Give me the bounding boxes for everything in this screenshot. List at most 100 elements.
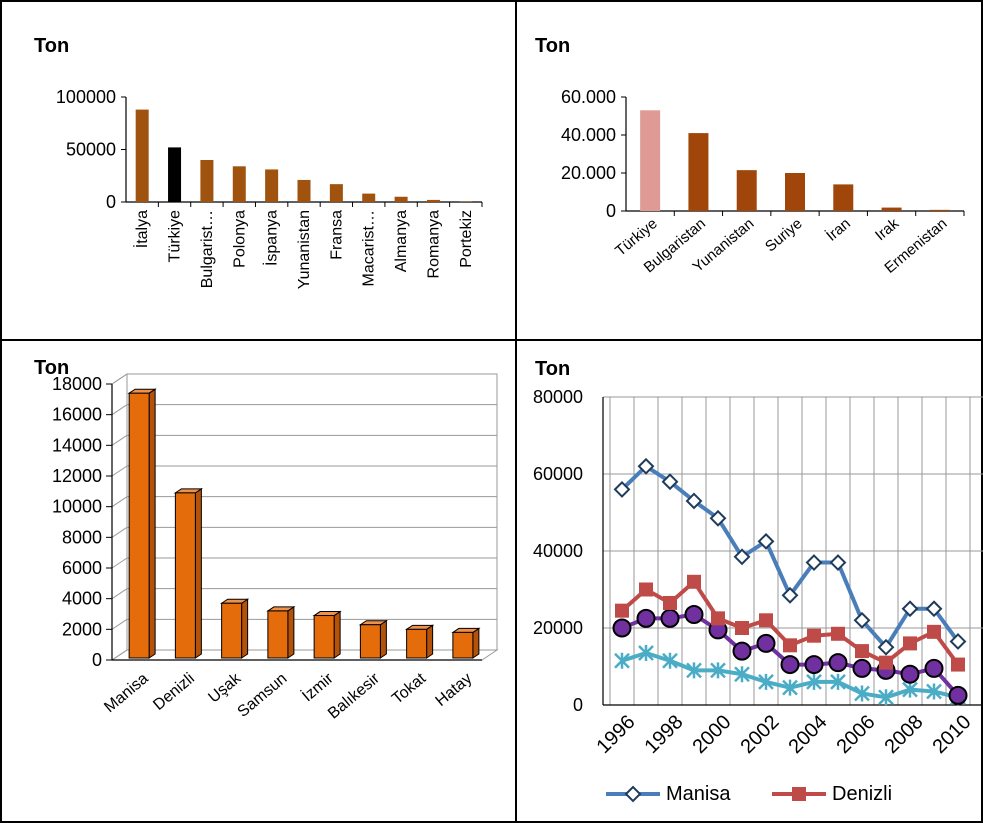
data-point bbox=[710, 662, 726, 679]
data-point bbox=[780, 655, 800, 675]
bar bbox=[688, 133, 709, 211]
data-point bbox=[854, 685, 870, 702]
data-point bbox=[948, 685, 968, 705]
data-point bbox=[949, 633, 967, 650]
y-tick-label: 2000 bbox=[62, 619, 102, 639]
series bbox=[612, 605, 968, 705]
gridline-diagonal bbox=[111, 465, 128, 477]
legend-label: Manisa bbox=[666, 783, 731, 805]
data-point bbox=[804, 655, 824, 675]
x-tick-label: İtalya bbox=[132, 210, 151, 248]
gridline-diagonal bbox=[111, 404, 128, 416]
data-point bbox=[637, 457, 655, 475]
y-tick-label: 20000 bbox=[533, 618, 583, 638]
gridline-diagonal bbox=[111, 557, 128, 569]
data-point bbox=[660, 608, 680, 628]
x-tick-label: 2010 bbox=[929, 711, 976, 758]
data-point bbox=[711, 611, 725, 626]
x-tick-label: İran bbox=[822, 214, 853, 244]
x-tick-label: Samsun bbox=[235, 670, 291, 721]
data-point bbox=[829, 554, 847, 571]
bar bbox=[426, 199, 440, 202]
data-point bbox=[685, 492, 703, 510]
bar bbox=[312, 610, 342, 659]
y-tick-label: 100000 bbox=[56, 87, 116, 107]
data-point bbox=[924, 658, 944, 678]
x-tick-label: Suriye bbox=[762, 215, 806, 255]
legend-entry: Manisa bbox=[606, 783, 731, 805]
x-tick-label: Tokat bbox=[389, 670, 430, 708]
data-point bbox=[831, 626, 845, 641]
data-point bbox=[900, 664, 920, 684]
data-point bbox=[638, 645, 654, 662]
data-point bbox=[624, 785, 642, 803]
data-point bbox=[783, 638, 797, 653]
data-point bbox=[735, 621, 749, 635]
bar bbox=[135, 109, 149, 202]
x-tick-label: Romanya bbox=[425, 210, 442, 279]
data-point bbox=[807, 628, 821, 643]
y-tick-label: 12000 bbox=[52, 466, 102, 486]
y-tick-label: 60000 bbox=[533, 464, 583, 484]
data-point bbox=[757, 532, 775, 550]
bar bbox=[785, 173, 805, 211]
x-tick-label: Uşak bbox=[205, 669, 245, 706]
data-point bbox=[828, 653, 848, 673]
bar bbox=[358, 619, 389, 659]
bar-front bbox=[174, 492, 196, 659]
y-tick-label: 10000 bbox=[52, 497, 102, 517]
x-tick-label: Manisa bbox=[101, 670, 152, 716]
x-tick-label: Türkiye bbox=[167, 210, 184, 263]
y-tick-label: 0 bbox=[106, 192, 116, 212]
gridline-diagonal bbox=[111, 373, 128, 385]
x-tick-label: Yunanistan bbox=[296, 210, 313, 289]
y-axis-title: Ton bbox=[34, 357, 69, 379]
data-point bbox=[612, 618, 632, 638]
y-tick-label: 0 bbox=[92, 650, 102, 670]
horizontal-divider bbox=[0, 339, 983, 341]
bar bbox=[451, 627, 481, 659]
y-tick-label: 50000 bbox=[66, 140, 116, 160]
data-point bbox=[758, 673, 774, 690]
vertical-divider bbox=[515, 0, 517, 823]
data-point bbox=[853, 611, 871, 629]
data-point bbox=[792, 787, 806, 801]
y-tick-label: 20.000 bbox=[561, 163, 616, 183]
y-tick-label: 0 bbox=[606, 201, 616, 221]
y-axis-title: Ton bbox=[535, 35, 570, 57]
x-tick-label: Hatay bbox=[433, 670, 476, 710]
data-point bbox=[662, 652, 678, 669]
data-point bbox=[615, 603, 629, 618]
y-tick-label: 14000 bbox=[52, 435, 102, 455]
data-point bbox=[709, 509, 727, 527]
series bbox=[615, 574, 965, 672]
bar-front bbox=[128, 392, 150, 659]
data-point bbox=[636, 608, 656, 628]
gridline-diagonal bbox=[111, 588, 128, 600]
bar-front bbox=[313, 615, 335, 659]
y-tick-label: 8000 bbox=[62, 527, 102, 547]
data-point bbox=[781, 586, 799, 604]
y-axis-title: Ton bbox=[34, 35, 69, 57]
x-tick-label: Almanya bbox=[393, 210, 410, 272]
bar bbox=[640, 110, 661, 211]
data-point bbox=[614, 652, 630, 669]
legend-label: Denizli bbox=[832, 783, 892, 805]
y-tick-label: 16000 bbox=[52, 405, 102, 425]
bar-side bbox=[241, 598, 249, 659]
data-point bbox=[852, 658, 872, 678]
legend-entry: Denizli bbox=[772, 783, 892, 805]
bar bbox=[168, 147, 182, 202]
data-point bbox=[663, 595, 677, 610]
y-tick-label: 40.000 bbox=[561, 125, 616, 145]
chart-side-wall bbox=[111, 373, 128, 661]
chart-floor bbox=[110, 649, 499, 661]
data-point bbox=[782, 679, 798, 696]
series bbox=[614, 645, 966, 706]
data-point bbox=[733, 548, 751, 566]
x-tick-label: Irak bbox=[872, 215, 902, 244]
data-point bbox=[684, 605, 704, 625]
y-tick-label: 40000 bbox=[533, 541, 583, 561]
data-point bbox=[879, 655, 893, 670]
